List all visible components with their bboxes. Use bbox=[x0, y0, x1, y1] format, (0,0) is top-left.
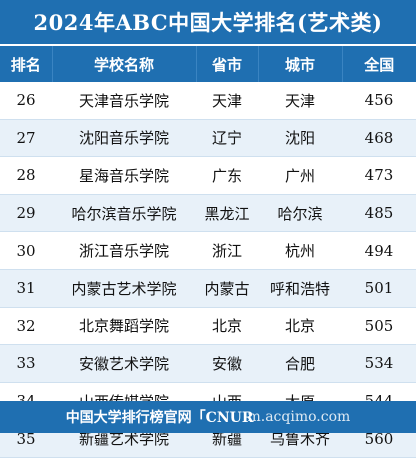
school-name-cell: 沈阳音乐学院 bbox=[52, 119, 196, 158]
header-rank: 排名 bbox=[0, 46, 53, 82]
province-cell: 浙江 bbox=[196, 231, 258, 270]
city-cell: 合肥 bbox=[258, 344, 342, 383]
province-cell: 黑龙江 bbox=[196, 194, 258, 233]
table-row: 31 内蒙古艺术学院 内蒙古 呼和浩特 501 bbox=[0, 269, 416, 308]
national-rank-cell: 473 bbox=[342, 156, 416, 195]
page-title: 2024年ABC中国大学排名(艺术类) bbox=[0, 0, 416, 44]
rank-cell: 26 bbox=[0, 82, 52, 120]
rank-cell: 31 bbox=[0, 269, 52, 308]
city-cell: 广州 bbox=[258, 156, 342, 195]
rank-cell: 33 bbox=[0, 344, 52, 383]
table-row: 33 安徽艺术学院 安徽 合肥 534 bbox=[0, 344, 416, 383]
national-rank-cell: 456 bbox=[342, 82, 416, 120]
province-cell: 广东 bbox=[196, 156, 258, 195]
city-cell: 哈尔滨 bbox=[258, 194, 342, 233]
national-rank-cell: 485 bbox=[342, 194, 416, 233]
header-province: 省市 bbox=[196, 46, 259, 82]
footer-banner: 中国大学排行榜官网「CNUR m.acqimo.com bbox=[0, 401, 416, 433]
table-row: 29 哈尔滨音乐学院 黑龙江 哈尔滨 485 bbox=[0, 194, 416, 233]
table-row: 27 沈阳音乐学院 辽宁 沈阳 468 bbox=[0, 119, 416, 158]
rank-cell: 30 bbox=[0, 231, 52, 270]
footer-text: 中国大学排行榜官网「CNUR bbox=[65, 410, 254, 426]
table-row: 30 浙江音乐学院 浙江 杭州 494 bbox=[0, 231, 416, 270]
rank-cell: 32 bbox=[0, 307, 52, 346]
table-row: 28 星海音乐学院 广东 广州 473 bbox=[0, 156, 416, 195]
province-cell: 天津 bbox=[196, 82, 258, 120]
table-header-row: 排名 学校名称 省市 城市 全国 bbox=[0, 46, 416, 82]
header-national-rank: 全国 bbox=[342, 46, 416, 82]
national-rank-cell: 534 bbox=[342, 344, 416, 383]
rank-cell: 28 bbox=[0, 156, 52, 195]
province-cell: 辽宁 bbox=[196, 119, 258, 158]
school-name-cell: 安徽艺术学院 bbox=[52, 344, 196, 383]
province-cell: 安徽 bbox=[196, 344, 258, 383]
header-school-name: 学校名称 bbox=[52, 46, 197, 82]
national-rank-cell: 494 bbox=[342, 231, 416, 270]
city-cell: 沈阳 bbox=[258, 119, 342, 158]
school-name-cell: 内蒙古艺术学院 bbox=[52, 269, 196, 308]
national-rank-cell: 468 bbox=[342, 119, 416, 158]
city-cell: 北京 bbox=[258, 307, 342, 346]
province-cell: 北京 bbox=[196, 307, 258, 346]
ranking-table: 排名 学校名称 省市 城市 全国 26 天津音乐学院 天津 天津 456 27 … bbox=[0, 46, 416, 458]
city-cell: 天津 bbox=[258, 82, 342, 120]
school-name-cell: 浙江音乐学院 bbox=[52, 231, 196, 270]
national-rank-cell: 505 bbox=[342, 307, 416, 346]
school-name-cell: 北京舞蹈学院 bbox=[52, 307, 196, 346]
national-rank-cell: 501 bbox=[342, 269, 416, 308]
table-row: 32 北京舞蹈学院 北京 北京 505 bbox=[0, 307, 416, 346]
province-cell: 内蒙古 bbox=[196, 269, 258, 308]
watermark-text: m.acqimo.com bbox=[247, 409, 351, 425]
city-cell: 杭州 bbox=[258, 231, 342, 270]
school-name-cell: 星海音乐学院 bbox=[52, 156, 196, 195]
table-row: 26 天津音乐学院 天津 天津 456 bbox=[0, 82, 416, 120]
school-name-cell: 哈尔滨音乐学院 bbox=[52, 194, 196, 233]
rank-cell: 27 bbox=[0, 119, 52, 158]
header-city: 城市 bbox=[258, 46, 343, 82]
city-cell: 呼和浩特 bbox=[258, 269, 342, 308]
rank-cell: 29 bbox=[0, 194, 52, 233]
school-name-cell: 天津音乐学院 bbox=[52, 82, 196, 120]
